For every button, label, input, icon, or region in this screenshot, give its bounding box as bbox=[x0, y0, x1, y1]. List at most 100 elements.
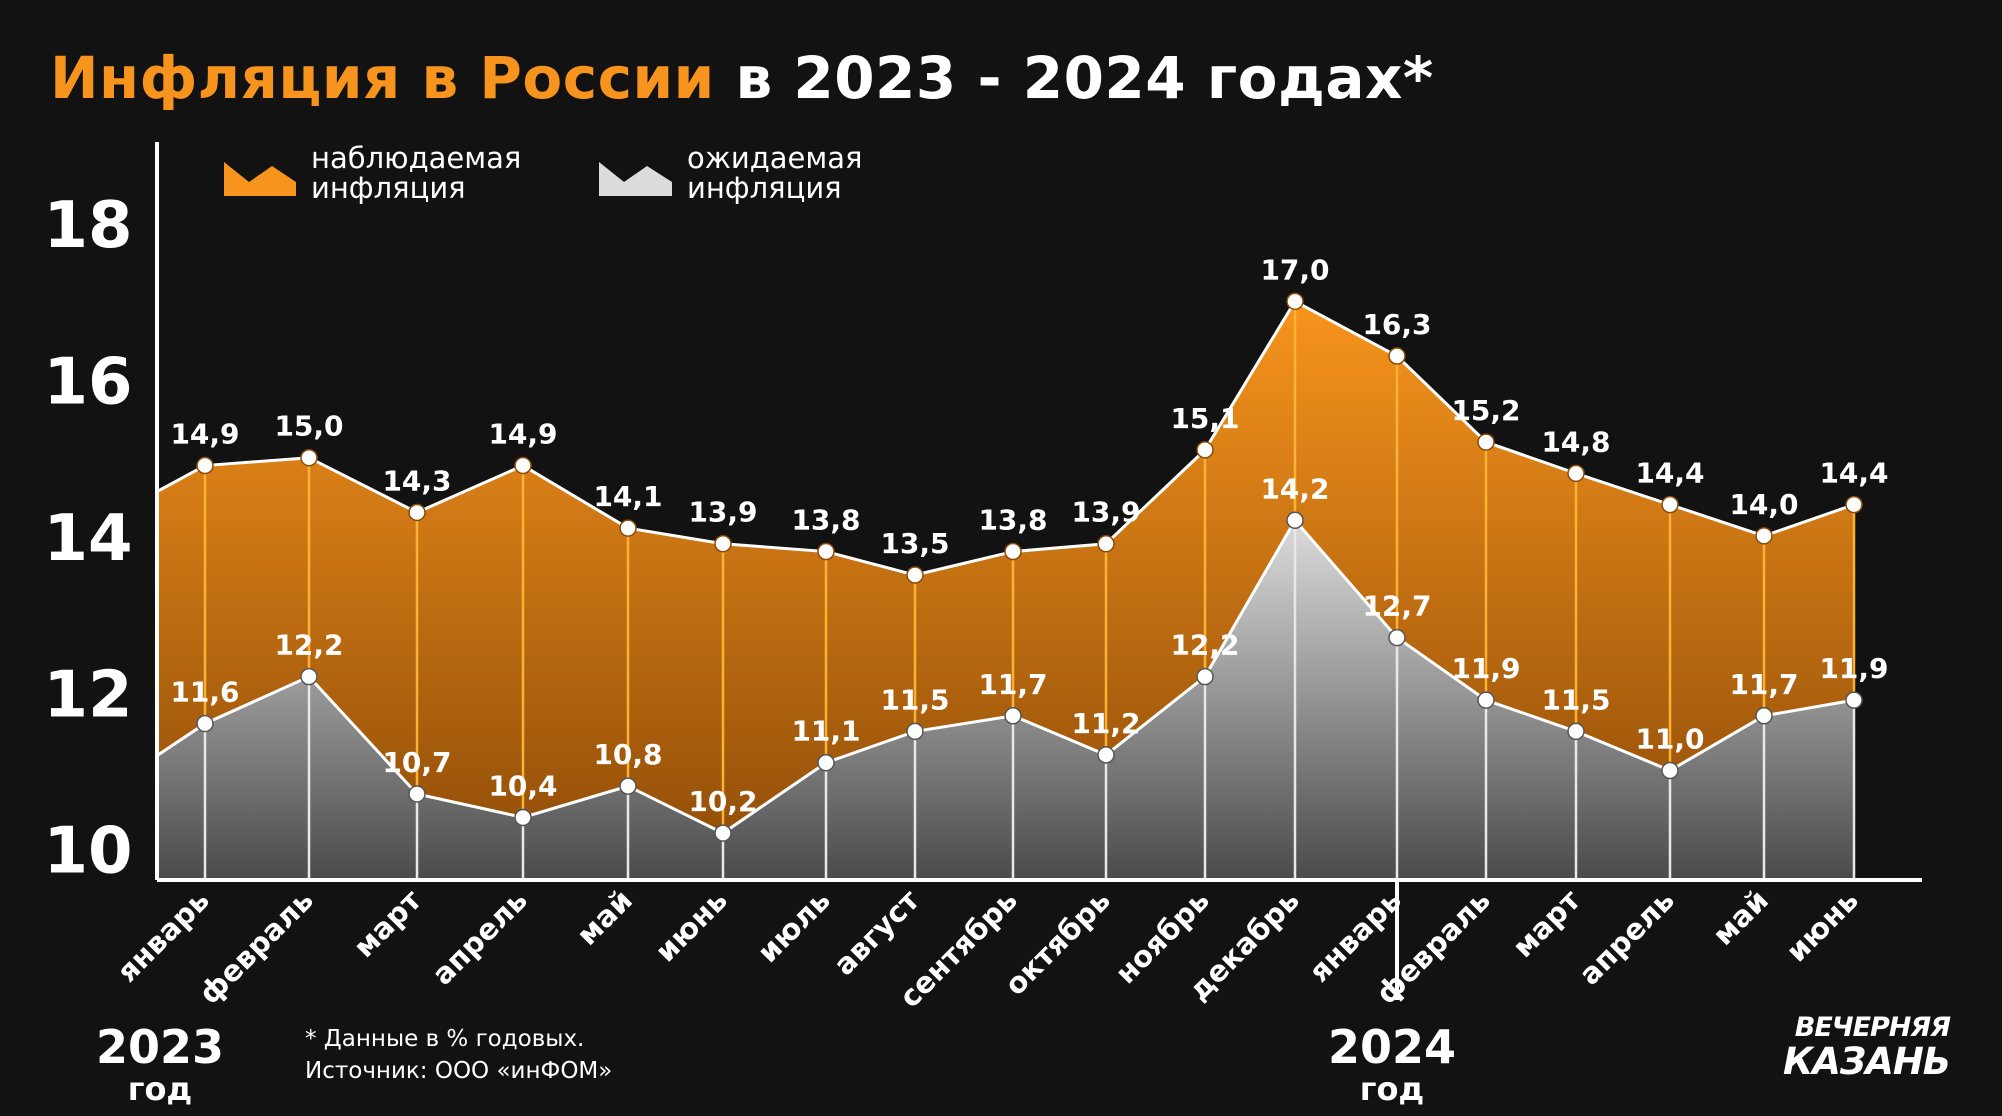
observed-data-label: 14,9 bbox=[488, 418, 557, 451]
legend-expected-label: ожидаемая инфляция bbox=[687, 143, 862, 203]
observed-data-label: 15,1 bbox=[1170, 402, 1239, 435]
x-category-label: август bbox=[827, 883, 926, 982]
expected-data-label: 12,7 bbox=[1362, 590, 1431, 623]
x-category-label: апрель bbox=[1572, 883, 1681, 992]
expected-data-label: 11,7 bbox=[1729, 668, 1798, 701]
x-category-label: июнь bbox=[648, 883, 733, 968]
y-tick-label: 12 bbox=[43, 658, 132, 732]
expected-area bbox=[157, 520, 1854, 880]
observed-data-label: 17,0 bbox=[1260, 253, 1329, 286]
expected-point bbox=[1097, 746, 1115, 764]
x-category-label: июль bbox=[751, 883, 837, 969]
expected-point bbox=[714, 824, 732, 842]
y-tick-label: 10 bbox=[43, 815, 132, 889]
observed-data-label: 13,5 bbox=[880, 527, 949, 560]
expected-data-label: 11,1 bbox=[791, 715, 860, 748]
expected-data-label: 11,2 bbox=[1071, 707, 1140, 740]
observed-data-label: 14,9 bbox=[170, 418, 239, 451]
year-2024: 2024 год bbox=[1312, 1022, 1472, 1106]
expected-point bbox=[408, 785, 426, 803]
observed-data-label: 13,9 bbox=[688, 496, 757, 529]
observed-point bbox=[1097, 534, 1115, 553]
x-category-label: май bbox=[570, 883, 639, 952]
expected-data-label: 11,9 bbox=[1819, 652, 1888, 685]
observed-data-label: 14,4 bbox=[1635, 457, 1704, 490]
observed-legend-icon bbox=[224, 162, 296, 196]
observed-point bbox=[1755, 527, 1773, 545]
expected-data-label: 11,7 bbox=[978, 668, 1047, 701]
expected-data-label: 11,9 bbox=[1451, 652, 1520, 685]
observed-point bbox=[1845, 495, 1863, 514]
x-category-label: март bbox=[1506, 883, 1587, 964]
expected-data-label: 14,2 bbox=[1260, 472, 1329, 505]
observed-point bbox=[1286, 292, 1304, 311]
x-category-label: апрель bbox=[425, 883, 534, 992]
logo: ВЕЧЕРНЯЯ КАЗАНЬ bbox=[1780, 1012, 1951, 1081]
year-2023-number: 2023 bbox=[95, 1020, 225, 1074]
title-highlight: Инфляция в России bbox=[50, 44, 715, 112]
observed-point bbox=[1388, 347, 1406, 365]
expected-point bbox=[1388, 628, 1406, 647]
observed-data-label: 13,8 bbox=[978, 504, 1047, 537]
title-rest: в 2023 - 2024 годах* bbox=[714, 44, 1434, 112]
expected-data-label: 11,6 bbox=[170, 676, 239, 709]
expected-data-label: 11,5 bbox=[880, 683, 949, 716]
year-2024-word: год bbox=[1359, 1070, 1425, 1108]
expected-point bbox=[1845, 691, 1863, 709]
legend-expected-line-2: инфляция bbox=[687, 171, 842, 205]
observed-point bbox=[1567, 464, 1585, 483]
footnote-units: * Данные в % годовых. bbox=[305, 1026, 585, 1052]
observed-data-label: 15,2 bbox=[1451, 394, 1520, 427]
expected-data-label: 12,2 bbox=[1170, 629, 1239, 662]
logo-line-1: ВЕЧЕРНЯЯ bbox=[1794, 1012, 1951, 1043]
y-tick-label: 16 bbox=[43, 346, 132, 420]
expected-point bbox=[1004, 707, 1022, 725]
expected-data-label: 10,4 bbox=[488, 769, 557, 802]
observed-point bbox=[714, 534, 732, 553]
observed-point bbox=[906, 566, 924, 584]
observed-data-label: 16,3 bbox=[1362, 308, 1431, 341]
observed-data-label: 14,3 bbox=[382, 464, 451, 497]
year-2023-word: год bbox=[127, 1070, 193, 1108]
expected-point bbox=[514, 808, 532, 827]
year-2024-number: 2024 bbox=[1327, 1020, 1457, 1074]
expected-data-label: 10,7 bbox=[382, 746, 451, 779]
observed-point bbox=[817, 542, 835, 561]
expected-point bbox=[300, 667, 318, 686]
observed-data-label: 15,0 bbox=[274, 410, 343, 443]
expected-point bbox=[817, 753, 835, 772]
x-category-label: май bbox=[1706, 883, 1775, 952]
year-2023: 2023 год bbox=[80, 1022, 240, 1106]
x-category-label: июнь bbox=[1779, 883, 1864, 968]
observed-point bbox=[514, 456, 532, 475]
expected-point bbox=[1196, 667, 1214, 686]
observed-data-label: 14,1 bbox=[593, 480, 662, 513]
expected-data-label: 12,2 bbox=[274, 629, 343, 662]
legend-observed-line-1: наблюдаемая bbox=[311, 141, 522, 175]
observed-point bbox=[1004, 542, 1022, 561]
legend-expected-line-1: ожидаемая bbox=[687, 141, 863, 175]
y-tick-label: 18 bbox=[43, 189, 132, 263]
footnote: * Данные в % годовых. Источник: ООО «инФ… bbox=[305, 1023, 612, 1087]
observed-data-label: 13,9 bbox=[1071, 496, 1140, 529]
observed-point bbox=[1661, 495, 1679, 514]
observed-data-label: 14,4 bbox=[1819, 457, 1888, 490]
observed-point bbox=[1196, 441, 1214, 459]
observed-point bbox=[619, 519, 637, 537]
expected-point bbox=[1567, 722, 1585, 741]
legend-observed-line-2: инфляция bbox=[311, 171, 466, 205]
footnote-source: Источник: ООО «инФОМ» bbox=[305, 1058, 613, 1084]
observed-data-label: 14,8 bbox=[1541, 425, 1610, 458]
observed-point bbox=[408, 503, 426, 522]
chart-title: Инфляция в России в 2023 - 2024 годах* bbox=[50, 44, 1434, 112]
x-category-label: март bbox=[347, 883, 428, 964]
expected-point bbox=[1661, 761, 1679, 780]
expected-data-label: 10,2 bbox=[688, 785, 757, 818]
x-category-label: январь bbox=[110, 883, 216, 989]
expected-point bbox=[619, 777, 637, 795]
expected-point bbox=[906, 722, 924, 741]
expected-data-label: 10,8 bbox=[593, 738, 662, 771]
observed-point bbox=[196, 456, 214, 475]
